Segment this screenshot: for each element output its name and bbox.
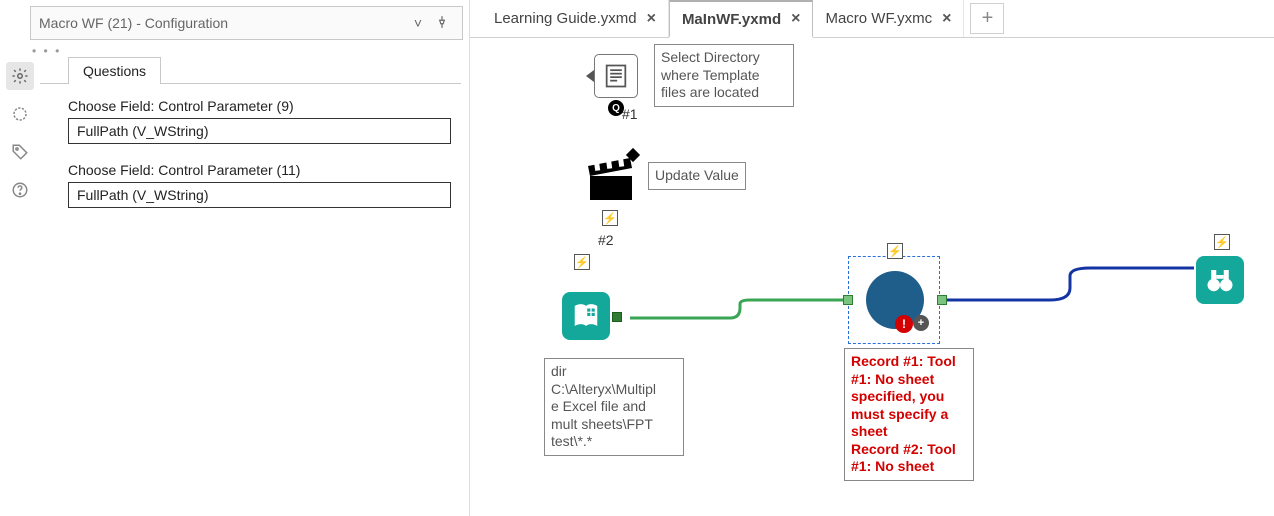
- file-tab[interactable]: MaInWF.yxmd ×: [669, 0, 814, 38]
- workspace: Learning Guide.yxmd × MaInWF.yxmd × Macr…: [470, 0, 1274, 516]
- tool-macro[interactable]: ⚡ ! +: [848, 256, 940, 344]
- new-tab-button[interactable]: +: [970, 3, 1004, 34]
- file-tab[interactable]: Macro WF.yxmc ×: [813, 0, 964, 37]
- book-icon: [571, 301, 601, 331]
- file-tab-label: MaInWF.yxmd: [682, 11, 781, 28]
- close-icon[interactable]: ×: [942, 10, 951, 28]
- tool-directory-input[interactable]: [562, 292, 610, 340]
- config-panel: Macro WF (21) - Configuration ˅ • • • Qu…: [0, 0, 470, 516]
- bolt-icon: ⚡: [1214, 234, 1230, 250]
- tool-browse[interactable]: [1196, 256, 1244, 304]
- plus-badge-icon: +: [913, 315, 929, 331]
- bolt-icon: ⚡: [887, 243, 903, 259]
- help-icon[interactable]: [6, 176, 34, 204]
- bolt-icon: ⚡: [602, 210, 618, 226]
- collapse-chevron-icon[interactable]: ˅: [406, 15, 430, 31]
- field-input-1[interactable]: [68, 182, 451, 208]
- binoculars-icon: [1205, 265, 1235, 295]
- refresh-icon[interactable]: [6, 100, 34, 128]
- dropdown-icon: [586, 70, 594, 82]
- drag-dots-icon: • • •: [32, 44, 469, 58]
- pin-icon[interactable]: [430, 15, 454, 32]
- tab-questions[interactable]: Questions: [68, 57, 161, 84]
- annotation: Select Directory where Template files ar…: [654, 44, 794, 107]
- text-input-icon: [594, 54, 638, 98]
- close-icon[interactable]: ×: [647, 10, 656, 28]
- action-clapper-icon: [584, 156, 636, 204]
- error-annotation: Record #1: Tool #1: No sheet specified, …: [844, 348, 974, 481]
- tool-text-input[interactable]: Q: [594, 54, 638, 98]
- config-panel-title: Macro WF (21) - Configuration: [39, 15, 406, 31]
- annotation: Update Value: [648, 162, 746, 190]
- workflow-canvas[interactable]: Q Select Directory where Template files …: [470, 38, 1274, 516]
- config-toolstrip: [0, 58, 40, 516]
- tool-id-label: #1: [622, 106, 638, 122]
- gear-icon[interactable]: [6, 62, 34, 90]
- output-port[interactable]: [612, 312, 622, 322]
- file-tabs: Learning Guide.yxmd × MaInWF.yxmd × Macr…: [470, 0, 1274, 38]
- tag-icon[interactable]: [6, 138, 34, 166]
- file-tab[interactable]: Learning Guide.yxmd ×: [482, 0, 669, 37]
- field-label: Choose Field: Control Parameter (11): [68, 162, 451, 178]
- file-tab-label: Learning Guide.yxmd: [494, 10, 637, 27]
- config-content: Questions Choose Field: Control Paramete…: [40, 58, 469, 516]
- error-badge-icon: !: [895, 315, 913, 333]
- close-icon[interactable]: ×: [791, 10, 800, 28]
- input-port[interactable]: [843, 295, 853, 305]
- field-input-0[interactable]: [68, 118, 451, 144]
- config-panel-header: Macro WF (21) - Configuration ˅: [30, 6, 463, 40]
- tool-action[interactable]: [584, 156, 636, 209]
- file-tab-label: Macro WF.yxmc: [825, 10, 932, 27]
- bolt-icon: ⚡: [574, 254, 590, 270]
- field-label: Choose Field: Control Parameter (9): [68, 98, 451, 114]
- tool-id-label: #2: [598, 232, 614, 248]
- output-port[interactable]: [937, 295, 947, 305]
- annotation: dir C:\Alteryx\Multipl e Excel file and …: [544, 358, 684, 456]
